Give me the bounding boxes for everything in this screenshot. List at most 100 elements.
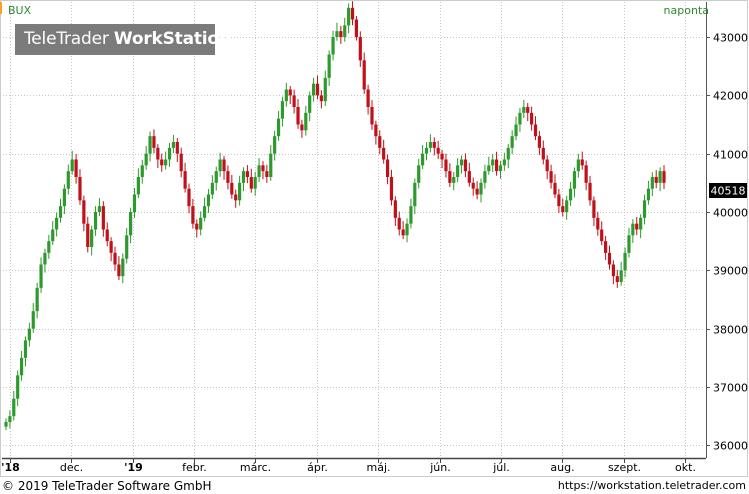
candle <box>117 256 121 281</box>
candle <box>284 82 288 107</box>
candle <box>646 180 651 205</box>
candle <box>269 145 273 181</box>
x-tick-label: júl. <box>492 461 510 474</box>
candle-body <box>257 165 261 177</box>
candle <box>199 211 203 236</box>
candle <box>393 196 397 226</box>
candle-body <box>160 159 164 166</box>
candle-body <box>311 83 316 96</box>
candle <box>592 196 596 227</box>
candle <box>378 130 382 155</box>
candle <box>479 178 483 203</box>
candle-body <box>74 159 78 177</box>
candle <box>568 181 573 206</box>
candle <box>132 188 137 218</box>
candle <box>210 175 214 200</box>
candle <box>452 172 456 191</box>
ticker-symbol: BUX <box>8 4 32 17</box>
candle <box>642 194 647 225</box>
candle-body <box>596 217 600 230</box>
candle <box>218 152 222 177</box>
candle <box>650 172 654 197</box>
candle-body <box>101 206 105 230</box>
candle <box>603 236 608 260</box>
candle <box>128 207 133 244</box>
candle-body <box>55 217 59 230</box>
candle <box>62 184 67 215</box>
candle <box>537 130 542 155</box>
candle <box>335 22 339 41</box>
candle <box>253 171 257 196</box>
candle <box>510 130 514 155</box>
candle <box>331 30 335 61</box>
candle <box>440 149 444 169</box>
candle-body <box>572 171 577 189</box>
candle-body <box>639 217 643 230</box>
x-tick-label: okt. <box>675 461 696 474</box>
candle-body <box>234 194 238 201</box>
candle <box>241 167 246 192</box>
candle-body <box>603 241 608 253</box>
candle-body <box>549 171 553 183</box>
candle <box>530 106 534 131</box>
candle <box>350 1 355 26</box>
candle-body <box>273 136 277 154</box>
candle-body <box>662 171 666 183</box>
candle-body <box>140 165 144 177</box>
candle-body <box>144 153 148 166</box>
candle <box>362 52 366 94</box>
candle-body <box>432 142 436 148</box>
candle-body <box>230 182 234 195</box>
candle-body <box>366 89 370 107</box>
candle <box>58 198 63 223</box>
candle-body <box>210 182 214 195</box>
candle <box>580 151 584 170</box>
candle <box>222 155 226 180</box>
candle <box>506 144 510 169</box>
candle <box>467 162 471 187</box>
candle <box>459 155 464 174</box>
candle <box>639 214 643 239</box>
candle-body <box>393 200 397 218</box>
source-url[interactable]: https://workstation.teletrader.com <box>557 479 746 492</box>
candle-body <box>265 171 269 177</box>
candle <box>366 84 370 115</box>
candle-body <box>308 95 312 113</box>
candle-body <box>627 235 631 253</box>
candle <box>631 219 635 244</box>
candle <box>424 142 429 161</box>
candle-body <box>537 136 542 148</box>
candle <box>327 50 331 86</box>
candle <box>8 410 12 429</box>
candle <box>105 222 109 247</box>
candle <box>654 170 658 189</box>
candle-body <box>105 229 109 242</box>
candle-body <box>654 177 658 183</box>
candle <box>238 175 242 206</box>
candle <box>615 269 619 288</box>
candle-body <box>43 252 47 265</box>
candle-body <box>491 159 495 166</box>
candle-body <box>27 328 31 341</box>
candle <box>31 303 35 333</box>
candle <box>144 145 148 170</box>
candle-body <box>238 182 242 201</box>
candle <box>475 181 479 200</box>
candle-body <box>39 264 43 288</box>
candle-body <box>401 229 405 236</box>
candle <box>456 158 460 183</box>
candle <box>304 105 308 136</box>
y-axis: 36000 37000 38000 39000 40000 41000 42000 43000 <box>706 32 748 453</box>
candle-body <box>199 217 203 230</box>
candle-body <box>113 252 117 265</box>
candle-body <box>4 422 8 427</box>
candle-body <box>156 147 160 160</box>
candle <box>167 142 172 167</box>
candle-body <box>502 159 506 166</box>
candle <box>187 183 191 214</box>
candle-body <box>467 171 471 183</box>
candle <box>389 169 394 206</box>
candle-body <box>315 83 320 96</box>
candle <box>347 3 351 34</box>
